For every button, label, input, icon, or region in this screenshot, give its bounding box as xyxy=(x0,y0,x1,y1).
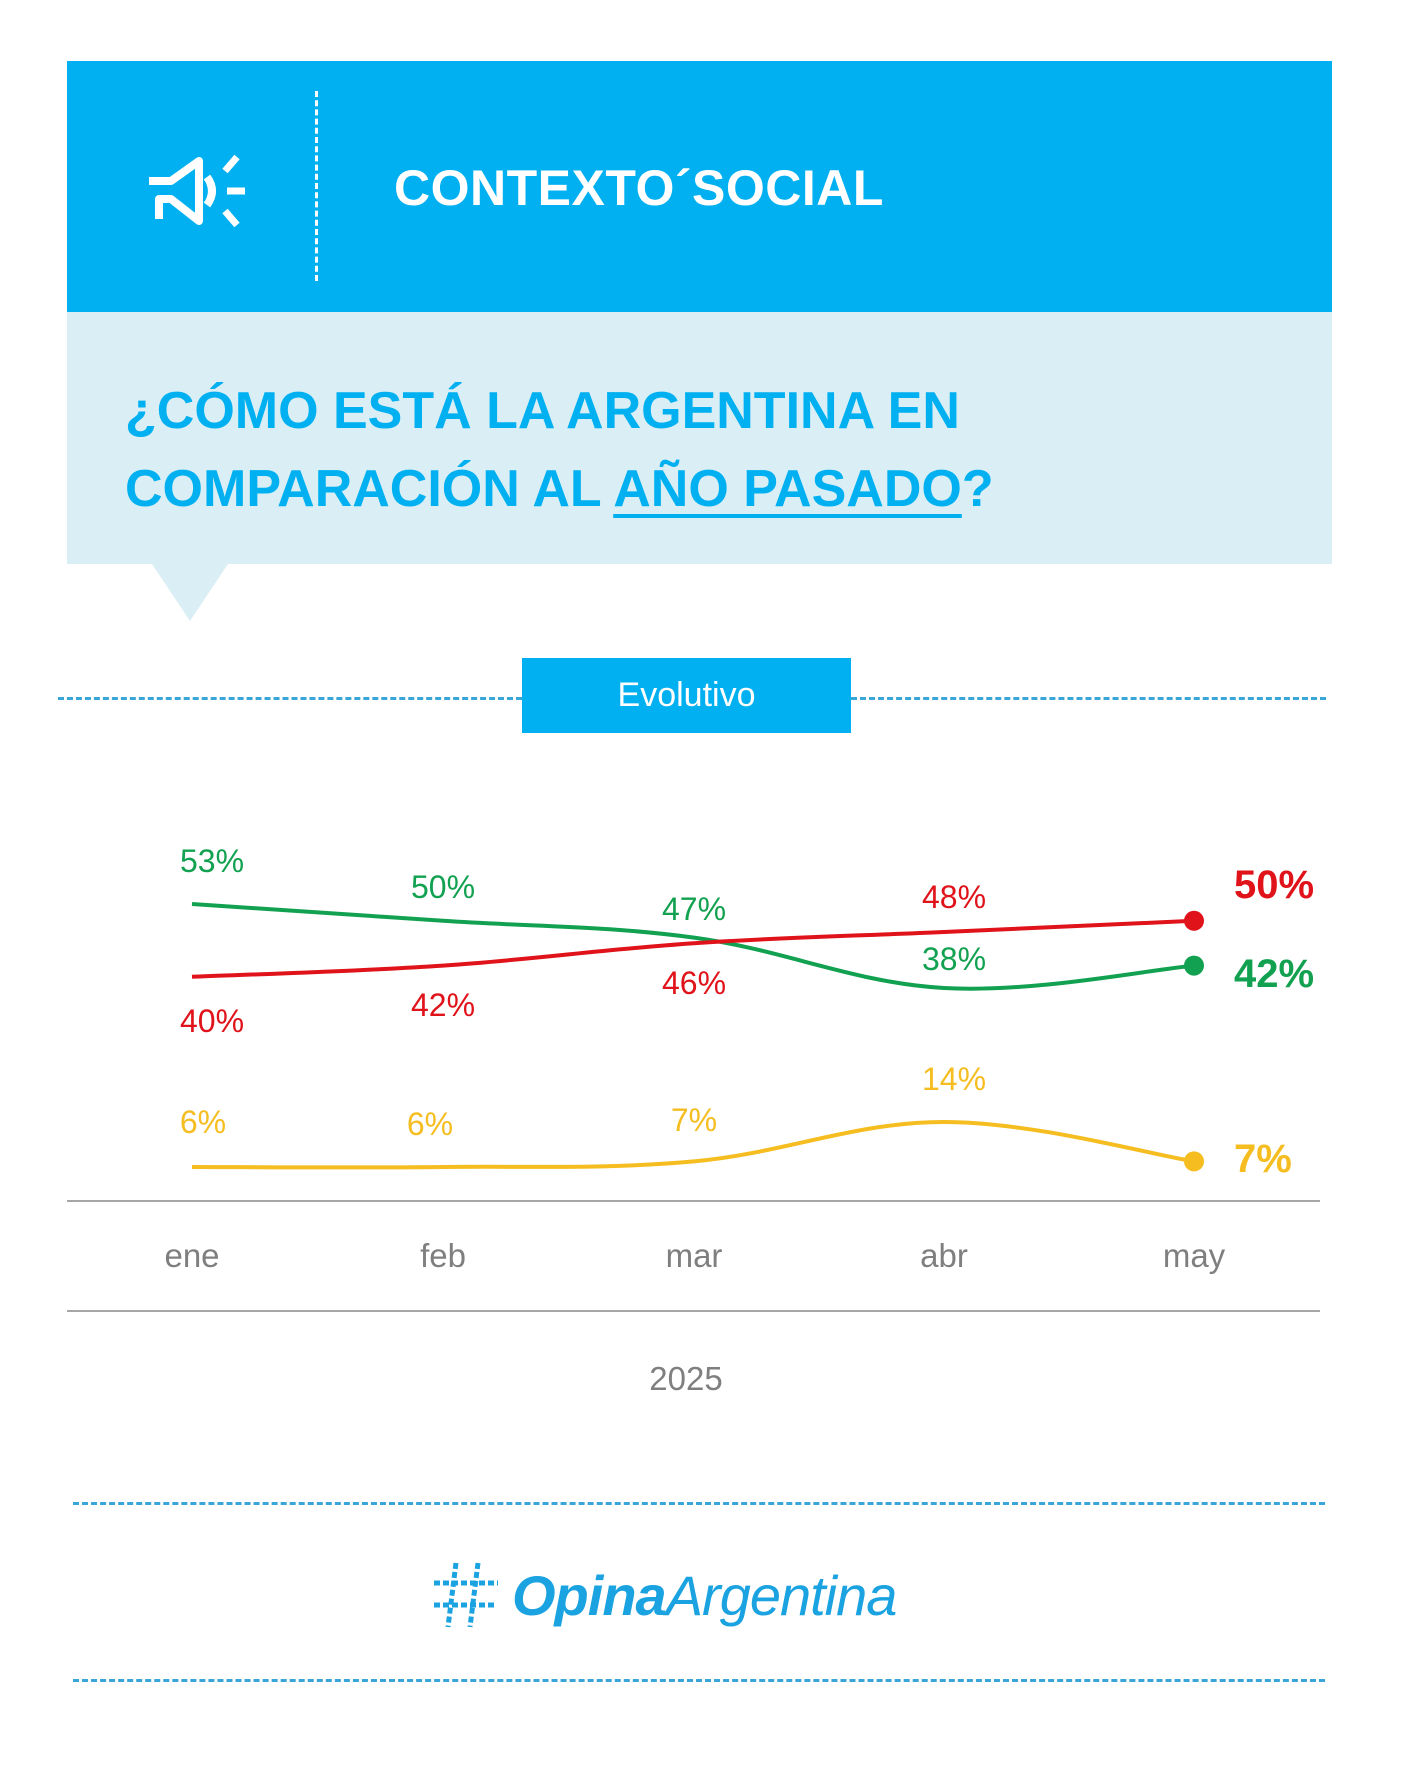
question-line-2: COMPARACIÓN AL AÑO PASADO? xyxy=(125,450,994,528)
series-line-yellow xyxy=(191,1119,1195,1170)
header-divider xyxy=(315,91,318,281)
x-tick-label-may: may xyxy=(1163,1237,1226,1274)
data-label-red-abr: 48% xyxy=(922,879,986,915)
logo-word-argentina: Argentina xyxy=(665,1563,898,1627)
footer-divider-top xyxy=(73,1502,1325,1505)
x-axis-title: 2025 xyxy=(649,1360,722,1397)
data-label-yellow-may: 7% xyxy=(1234,1137,1292,1181)
header-banner: CONTEXTO´SOCIAL xyxy=(67,61,1332,312)
footer-divider-bottom xyxy=(73,1679,1325,1682)
series-layer xyxy=(191,902,1204,1172)
end-marker-yellow xyxy=(1184,1151,1204,1172)
x-tick-label-ene: ene xyxy=(164,1237,219,1274)
logo-word-opina: Opina xyxy=(512,1563,667,1627)
x-tick-label-feb: feb xyxy=(420,1237,466,1274)
data-label-yellow-mar: 7% xyxy=(671,1102,717,1138)
data-label-green-may: 42% xyxy=(1234,952,1314,996)
data-label-red-may: 50% xyxy=(1234,863,1314,907)
section-title: CONTEXTO´SOCIAL xyxy=(394,160,884,216)
data-label-green-feb: 50% xyxy=(411,869,475,905)
series-line-red xyxy=(191,918,1195,979)
end-marker-green xyxy=(1184,955,1204,976)
labels-layer: 53% 50% 47% 38% 42% 40% 42% 46% 48% 50% 6% 6% 7% 14% 7… xyxy=(180,843,1314,1181)
x-tick-label-abr: abr xyxy=(920,1237,968,1274)
question-underlined-phrase: AÑO PASADO xyxy=(613,460,962,518)
data-label-green-ene: 53% xyxy=(180,843,244,879)
hashtag-icon xyxy=(434,1562,498,1628)
data-label-yellow-ene: 6% xyxy=(180,1104,226,1140)
question-heading: ¿CÓMO ESTÁ LA ARGENTINA EN COMPARACIÓN A… xyxy=(125,372,994,528)
data-label-green-abr: 38% xyxy=(922,941,986,977)
data-label-red-ene: 40% xyxy=(180,1003,244,1039)
data-label-yellow-abr: 14% xyxy=(922,1061,986,1097)
speech-tail xyxy=(152,564,228,621)
question-line-2-prefix: COMPARACIÓN AL xyxy=(125,460,614,518)
section-divider-left xyxy=(58,697,522,700)
data-label-green-mar: 47% xyxy=(662,891,726,927)
question-panel: ¿CÓMO ESTÁ LA ARGENTINA EN COMPARACIÓN A… xyxy=(67,312,1332,621)
opina-argentina-logo: Opina Argentina xyxy=(430,1555,898,1635)
question-mark: ? xyxy=(961,460,994,518)
megaphone-icon xyxy=(149,154,245,228)
data-label-red-feb: 42% xyxy=(411,987,475,1023)
section-divider-right xyxy=(851,697,1326,700)
data-label-red-mar: 46% xyxy=(662,965,726,1001)
question-line-1: ¿CÓMO ESTÁ LA ARGENTINA EN xyxy=(125,382,960,440)
x-tick-labels: ene feb mar abr may xyxy=(164,1237,1225,1274)
x-tick-label-mar: mar xyxy=(666,1237,723,1274)
series-line-green xyxy=(191,902,1195,991)
evolutivo-tab: Evolutivo xyxy=(522,658,851,733)
end-marker-red xyxy=(1184,910,1204,931)
data-label-yellow-feb: 6% xyxy=(407,1106,453,1142)
